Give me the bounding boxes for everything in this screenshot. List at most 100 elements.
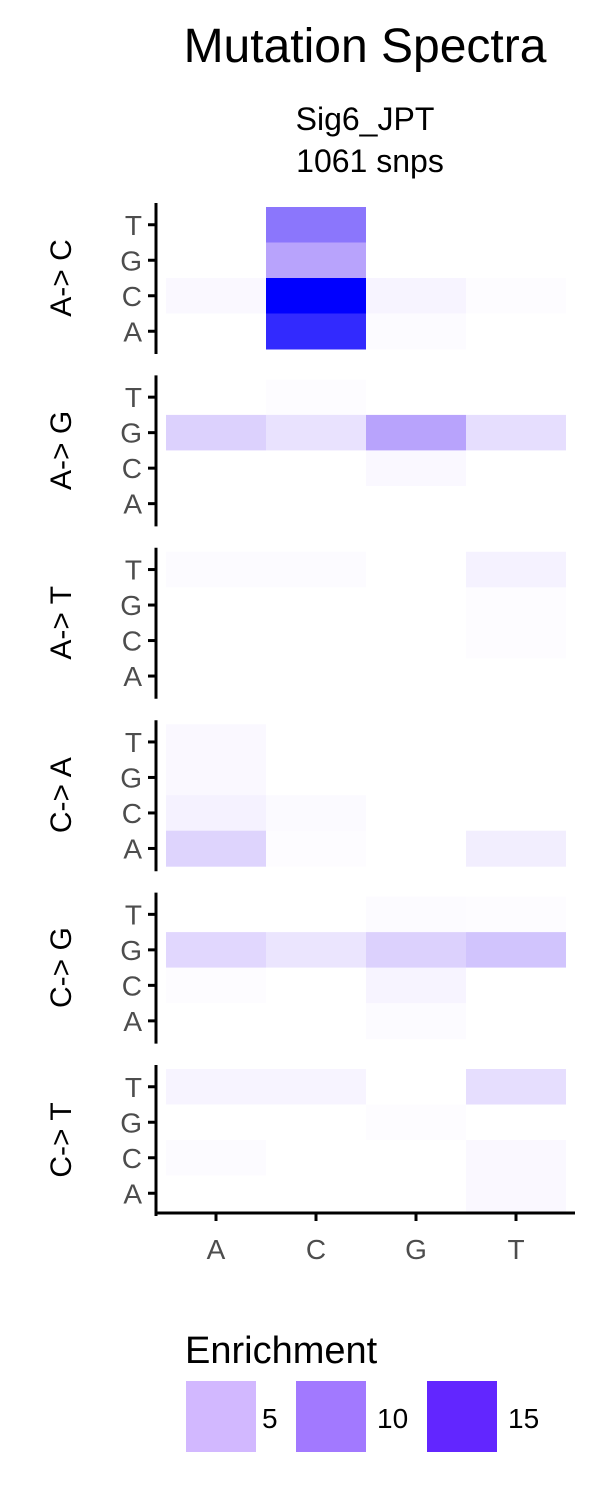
heat-cell-a-g-c-t: [466, 450, 566, 487]
heat-cell-a-t-c-t: [466, 622, 566, 659]
heat-cell-a-c-a-a: [166, 313, 266, 350]
heat-cell-c-g-c-t: [466, 967, 566, 1004]
heat-cell-a-t-c-c: [266, 622, 366, 659]
heat-cell-a-t-t-g: [366, 551, 466, 588]
facet-label-c-a: C-> A: [45, 757, 78, 833]
facet-label-c-g: C-> G: [45, 927, 78, 1008]
heat-cell-a-c-g-g: [366, 242, 466, 279]
x-tick-label-t: T: [507, 1234, 524, 1265]
y-tick-label-a-g-t: T: [125, 382, 142, 413]
heat-cell-c-a-g-a: [166, 759, 266, 796]
legend-label-15: 15: [508, 1403, 539, 1434]
heat-cell-a-g-t-a: [166, 379, 266, 416]
y-tick-label-c-t-a: A: [123, 1178, 142, 1209]
heat-cell-a-t-a-a: [166, 658, 266, 695]
heat-cell-a-t-t-t: [466, 551, 566, 588]
heat-cell-c-t-a-t: [466, 1175, 566, 1212]
heat-cell-c-t-c-t: [466, 1140, 566, 1176]
heat-cell-c-t-c-g: [366, 1140, 466, 1176]
x-tick-label-a: A: [207, 1234, 226, 1265]
heat-cell-a-c-c-c: [266, 278, 366, 314]
heat-cell-a-t-t-c: [266, 551, 366, 588]
heat-cell-c-g-c-a: [166, 967, 266, 1004]
heat-cell-a-c-g-t: [466, 242, 566, 279]
legend-key-10: [296, 1381, 366, 1452]
heat-cell-c-a-a-g: [366, 830, 466, 867]
x-tick-label-c: C: [306, 1234, 326, 1265]
heat-cell-c-g-g-g: [366, 932, 466, 969]
legend: Enrichment 5 10 15: [185, 1330, 539, 1452]
legend-label-5: 5: [262, 1403, 278, 1434]
heat-cell-c-g-g-t: [466, 932, 566, 969]
heat-cell-a-c-t-a: [166, 207, 266, 243]
heat-cell-c-t-g-a: [166, 1104, 266, 1141]
y-tick-label-a-c-a: A: [123, 316, 142, 347]
y-tick-label-c-t-c: C: [122, 1143, 142, 1174]
heat-cell-c-g-t-t: [466, 896, 566, 933]
heat-cell-c-a-g-c: [266, 759, 366, 796]
heat-cell-c-a-g-g: [366, 759, 466, 796]
y-tick-label-a-t-g: G: [120, 590, 142, 621]
y-tick-label-a-c-g: G: [120, 245, 142, 276]
heat-cell-c-t-c-c: [266, 1140, 366, 1176]
heat-cell-a-g-g-a: [166, 414, 266, 451]
heat-cell-a-g-g-g: [366, 414, 466, 451]
heat-cell-c-g-a-a: [166, 1003, 266, 1040]
heat-cell-c-a-a-c: [266, 830, 366, 867]
y-tick-label-a-t-a: A: [123, 661, 142, 692]
heat-cell-c-a-c-g: [366, 795, 466, 832]
chart-subtitle-id: Sig6_JPT: [296, 101, 435, 137]
heat-cell-c-g-g-c: [266, 932, 366, 969]
heat-cell-a-c-a-g: [366, 313, 466, 350]
y-tick-label-c-t-t: T: [125, 1072, 142, 1103]
heat-cell-c-a-c-t: [466, 795, 566, 832]
y-tick-label-c-g-g: G: [120, 935, 142, 966]
heat-cell-a-g-g-t: [466, 414, 566, 451]
heat-cell-c-a-g-t: [466, 759, 566, 796]
heat-cell-a-t-g-c: [266, 587, 366, 624]
heat-cell-c-a-t-c: [266, 724, 366, 761]
x-tick-label-g: G: [405, 1234, 427, 1265]
heat-cell-a-g-g-c: [266, 414, 366, 451]
heat-cell-a-g-t-c: [266, 379, 366, 416]
heat-cell-c-t-g-t: [466, 1104, 566, 1141]
heat-cell-a-g-a-a: [166, 485, 266, 522]
y-tick-label-c-g-c: C: [122, 970, 142, 1001]
y-tick-label-c-g-a: A: [123, 1006, 142, 1037]
heat-cell-c-g-a-g: [366, 1003, 466, 1040]
heat-cell-c-a-t-t: [466, 724, 566, 761]
y-tick-label-a-g-a: A: [123, 489, 142, 520]
heat-cell-c-g-a-c: [266, 1003, 366, 1040]
heat-cell-a-t-a-t: [466, 658, 566, 695]
heat-cell-a-g-c-a: [166, 450, 266, 487]
y-tick-label-c-a-t: T: [125, 727, 142, 758]
heat-cell-c-t-t-g: [366, 1069, 466, 1105]
heat-cell-a-c-c-a: [166, 278, 266, 314]
heat-cell-a-t-c-g: [366, 622, 466, 659]
heat-cell-c-t-g-g: [366, 1104, 466, 1141]
y-tick-label-a-g-g: G: [120, 418, 142, 449]
heat-cell-a-c-c-t: [466, 278, 566, 314]
heat-cell-a-c-a-c: [266, 313, 366, 350]
heat-cell-a-c-g-a: [166, 242, 266, 279]
facet-label-a-c: A-> C: [45, 239, 78, 317]
heat-cell-c-g-t-c: [266, 896, 366, 933]
heat-cell-c-t-a-c: [266, 1175, 366, 1212]
y-tick-label-a-g-c: C: [122, 453, 142, 484]
heat-cell-a-t-c-a: [166, 622, 266, 659]
facet-label-a-t: A-> T: [45, 586, 78, 660]
heat-cell-c-t-c-a: [166, 1140, 266, 1176]
chart-subtitle-count: 1061 snps: [296, 143, 444, 179]
heat-cell-a-t-t-a: [166, 551, 266, 588]
y-tick-label-a-t-t: T: [125, 555, 142, 586]
heat-cell-a-t-g-a: [166, 587, 266, 624]
heat-cell-c-g-a-t: [466, 1003, 566, 1040]
heat-cell-a-g-t-t: [466, 379, 566, 416]
heat-cell-c-t-a-g: [366, 1175, 466, 1212]
y-tick-label-a-c-c: C: [122, 281, 142, 312]
heat-cell-a-c-t-t: [466, 207, 566, 243]
heat-cell-c-g-g-a: [166, 932, 266, 969]
heatmap-cells: [166, 207, 566, 1212]
heat-cell-c-t-t-a: [166, 1069, 266, 1105]
